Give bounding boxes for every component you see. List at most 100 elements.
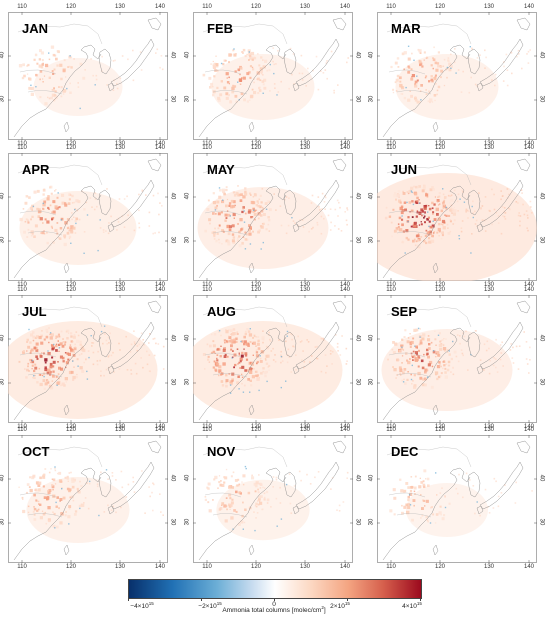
latitude-label: 30 [184,518,191,526]
longitude-label: 120 [65,564,77,570]
longitude-label: 130 [114,287,126,293]
month-label: JAN [22,21,49,36]
latitude-label: 40 [354,474,361,482]
latitude-label: 40 [169,51,176,59]
coastlines [13,300,162,421]
borders [386,306,472,378]
map-panel-may: MAY 110 110 120 120 130 130 140 140 30 30 40 40 [184,145,360,288]
longitude-label: 140 [339,4,351,10]
month-label: FEB [207,21,233,36]
longitude-label: 130 [299,564,311,570]
map-panel-oct: OCT 110 110 120 120 130 130 140 140 30 30 40 40 [0,427,175,570]
axis-ticks [377,435,537,563]
ammonia-field [377,173,537,281]
latitude-label: 40 [368,192,375,200]
longitude-label: 140 [523,287,535,293]
map-panel-nov: NOV 110 110 120 120 130 130 140 140 30 30 40 40 [184,427,360,570]
longitude-label: 130 [483,145,495,151]
latitude-label: 40 [354,51,361,59]
colorbar-label-zero: 0 [272,601,276,608]
latitude-label: 30 [538,518,545,526]
colorbar-tick [420,598,421,601]
longitude-label: 110 [202,564,212,570]
longitude-label: 140 [523,564,535,570]
longitude-label: 110 [202,145,212,151]
longitude-label: 110 [17,564,27,570]
latitude-label: 30 [354,236,361,244]
latitude-label: 30 [354,95,361,103]
latitude-label: 30 [169,236,176,244]
longitude-label: 130 [483,427,495,433]
longitude-label: 140 [339,287,351,293]
latitude-label: 30 [184,95,191,103]
latitude-label: 30 [354,518,361,526]
longitude-label: 110 [202,424,212,430]
colorbar-tick [274,598,275,601]
month-label: NOV [207,444,236,459]
latitude-label: 40 [0,334,6,342]
longitude-label: 140 [339,564,351,570]
month-label: SEP [391,304,418,319]
longitude-label: 140 [339,282,351,288]
map-svg [8,295,168,423]
latitude-label: 30 [538,236,545,244]
longitude-label: 130 [299,282,311,288]
ammonia-field [193,321,348,419]
colorbar-tick [347,598,348,601]
axis-ticks [377,153,537,281]
borders [202,306,288,378]
longitude-label: 130 [483,141,495,147]
longitude-label: 140 [154,4,166,10]
map-svg [193,12,353,140]
longitude-label: 120 [250,145,262,151]
longitude-label: 120 [434,564,446,570]
colorbar-label-neg4: −4×1015 [130,601,154,611]
longitude-label: 120 [250,424,262,430]
latitude-label: 40 [184,51,191,59]
longitude-label: 120 [65,145,77,151]
colorbar [128,579,422,599]
latitude-label: 30 [354,378,361,386]
longitude-label: 120 [65,424,77,430]
axis-ticks [193,295,353,423]
map-panel-aug: AUG 110 110 120 120 130 130 140 140 30 30 40 40 [184,287,360,430]
longitude-label: 130 [114,564,126,570]
longitude-label: 110 [202,287,212,293]
map-panel-jan: JAN 110 110 120 120 130 130 140 140 30 30 40 40 [0,4,175,147]
coastlines [382,17,531,138]
latitude-label: 30 [368,518,375,526]
latitude-label: 40 [368,334,375,342]
latitude-label: 30 [0,378,6,386]
map-svg [193,295,353,423]
month-label: JUL [22,304,47,319]
axis-ticks [193,153,353,281]
colorbar-label-neg2: −2×1015 [198,601,222,611]
longitude-label: 130 [299,145,311,151]
longitude-label: 140 [523,427,535,433]
map-panel-mar: MAR 110 110 120 120 130 130 140 140 30 30 40 40 [368,4,544,147]
coastlines [13,17,162,138]
longitude-label: 120 [65,287,77,293]
axis-ticks [377,295,537,423]
coastlines [13,158,162,279]
longitude-label: 110 [386,564,396,570]
longitude-label: 140 [339,427,351,433]
latitude-label: 30 [0,518,6,526]
longitude-label: 120 [250,287,262,293]
map-svg [193,153,353,281]
coastlines [382,158,531,279]
latitude-label: 40 [184,334,191,342]
colorbar-title: Ammonia total columns [molec/cm2] [222,605,326,615]
latitude-label: 40 [538,51,545,59]
colorbar-label-pos2: 2×1015 [330,601,350,611]
longitude-label: 130 [114,141,126,147]
longitude-label: 120 [434,145,446,151]
longitude-label: 110 [17,141,27,147]
map-svg [377,435,537,563]
borders [386,23,472,95]
longitude-label: 110 [386,282,396,288]
longitude-label: 130 [483,287,495,293]
longitude-label: 120 [250,564,262,570]
map-panel-dec: DEC 110 110 120 120 130 130 140 140 30 30 40 40 [368,427,544,570]
coastlines [198,300,347,421]
